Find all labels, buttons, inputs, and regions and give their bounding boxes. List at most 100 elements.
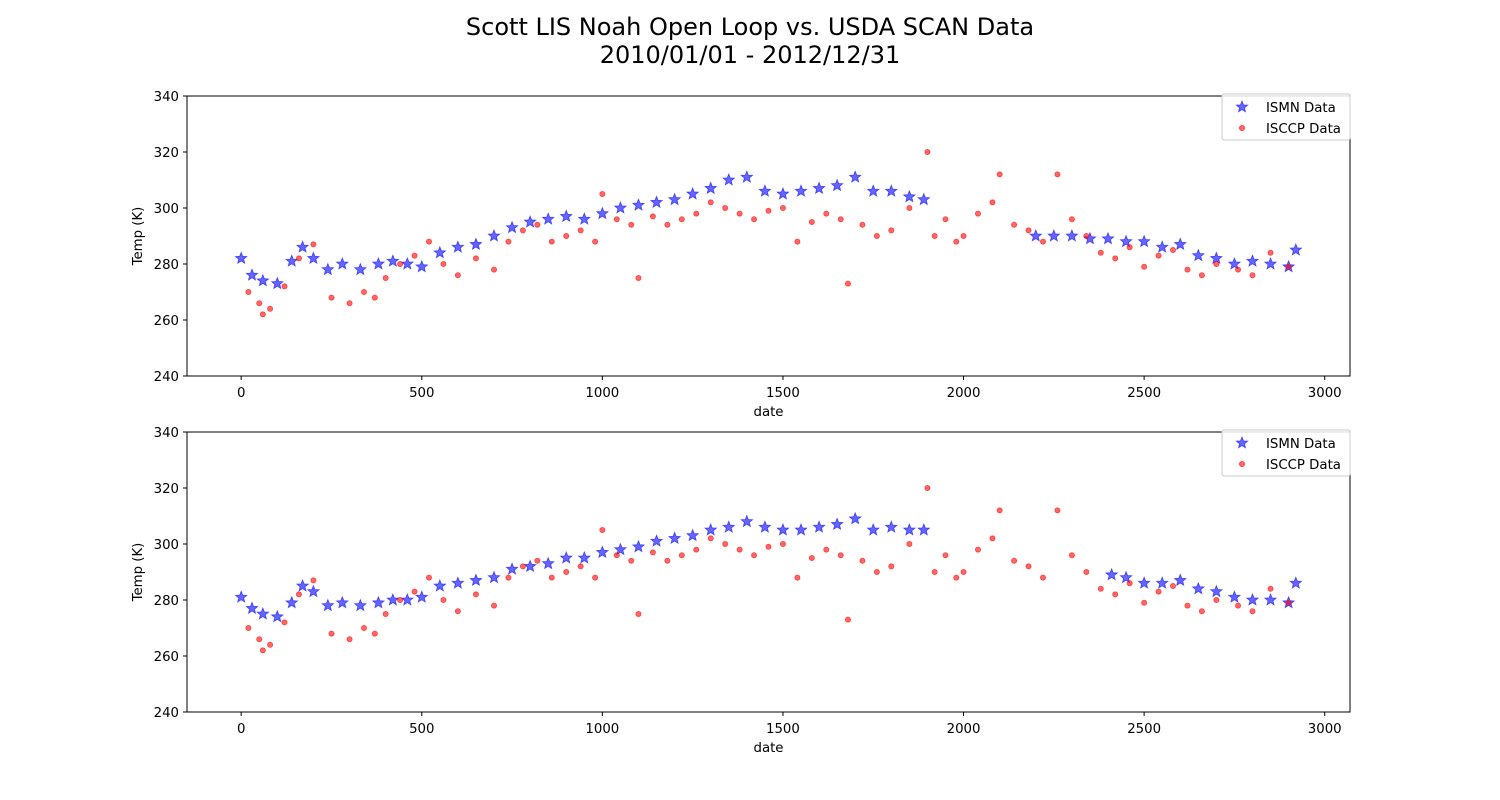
isccp-data-point (382, 274, 389, 281)
y-tick-label: 240 (154, 706, 179, 721)
ismn-data-point (469, 573, 483, 587)
ismn-data-point (335, 256, 350, 270)
isccp-data-point (548, 238, 555, 245)
isccp-data-point (1249, 608, 1256, 615)
isccp-data-point (794, 238, 801, 245)
isccp-data-point (1213, 260, 1220, 267)
y-tick-label: 320 (154, 482, 179, 497)
isccp-data-point (924, 148, 931, 155)
isccp-data-point (1170, 246, 1177, 253)
isccp-data-point (751, 552, 758, 559)
isccp-data-point (765, 543, 772, 550)
isccp-data-point (245, 625, 252, 632)
ismn-data-point (848, 511, 862, 525)
isccp-data-point (1267, 585, 1274, 592)
ismn-data-point (371, 595, 386, 609)
ismn-data-point (917, 522, 931, 536)
ismn-data-point (1119, 570, 1133, 584)
isccp-data-point (1141, 263, 1148, 270)
ismn-data-point (667, 531, 682, 545)
isccp-data-point (635, 274, 642, 281)
isccp-data-point (310, 577, 317, 584)
isccp-data-point (942, 552, 949, 559)
isccp-data-point (1025, 563, 1032, 570)
isccp-data-point (974, 546, 981, 553)
isccp-data-point (736, 546, 743, 553)
x-tick-label: 2500 (1127, 722, 1161, 737)
ismn-data-point (353, 598, 368, 612)
ismn-data-point (1263, 592, 1278, 606)
isccp-data-point (1025, 227, 1032, 234)
ismn-data-point (321, 262, 335, 276)
isccp-data-point (472, 591, 479, 598)
ismn-data-point (400, 256, 415, 270)
ismn-data-point (1209, 251, 1224, 265)
isccp-data-point (996, 171, 1003, 178)
ismn-data-point (1289, 576, 1303, 589)
isccp-data-point (859, 221, 866, 228)
x-tick-label: 1500 (766, 386, 800, 401)
ismn-data-point (487, 570, 501, 584)
ismn-data-point (284, 254, 299, 267)
ismn-data-point (559, 550, 573, 564)
x-tick-label: 0 (237, 386, 245, 401)
isccp-data-point (649, 213, 656, 220)
ismn-data-point (1101, 231, 1115, 245)
x-tick-label: 3000 (1308, 386, 1342, 401)
isccp-data-point (707, 535, 714, 542)
isccp-data-point (1083, 569, 1090, 576)
ismn-data-point (1245, 592, 1260, 606)
isccp-data-point (310, 241, 317, 248)
data-layer (234, 148, 1303, 318)
isccp-data-point (411, 588, 418, 595)
isccp-data-point (534, 221, 541, 228)
ismn-data-point (631, 198, 646, 211)
ismn-data-point (541, 212, 555, 225)
y-tick-label: 280 (154, 258, 179, 273)
ismn-data-point (541, 556, 555, 570)
isccp-data-point (346, 636, 353, 643)
ismn-data-point (1209, 584, 1224, 598)
isccp-data-point (1198, 272, 1205, 279)
isccp-data-point (397, 597, 404, 604)
ismn-data-point (523, 559, 537, 573)
ismn-data-point (245, 601, 259, 615)
isccp-data-point (859, 557, 866, 564)
legend-ismn-label: ISMN Data (1266, 101, 1336, 116)
isccp-data-point (613, 552, 620, 559)
isccp-data-point (779, 541, 786, 548)
ismn-data-point (884, 520, 899, 533)
isccp-data-point (1285, 599, 1292, 606)
y-tick-label: 300 (154, 202, 179, 217)
legend-isccp-label: ISCCP Data (1266, 458, 1341, 473)
legend-isccp-label: ISCCP Data (1266, 122, 1341, 137)
isccp-data-point (722, 204, 729, 211)
isccp-data-point (397, 260, 404, 267)
isccp-data-point (599, 527, 606, 534)
isccp-data-point (1112, 591, 1119, 598)
isccp-data-point (808, 555, 815, 562)
y-tick-label: 340 (154, 90, 179, 105)
legend-isccp-marker (1239, 125, 1246, 132)
isccp-data-point (960, 569, 967, 576)
ismn-data-point (1173, 237, 1187, 251)
isccp-data-point (599, 190, 606, 197)
x-tick-label: 1000 (585, 722, 619, 737)
ismn-data-point (505, 562, 519, 575)
ismn-data-point (451, 576, 465, 589)
isccp-data-point (256, 300, 263, 307)
ismn-data-point (353, 262, 368, 276)
isccp-data-point (678, 552, 685, 559)
isccp-data-point (888, 227, 895, 234)
isccp-data-point (1235, 266, 1242, 273)
isccp-data-point (346, 300, 353, 307)
isccp-data-point (1126, 580, 1133, 587)
isccp-data-point (1083, 232, 1090, 239)
ismn-data-point (256, 606, 270, 620)
ismn-data-point (776, 186, 790, 200)
ismn-data-point (776, 522, 790, 536)
isccp-data-point (613, 216, 620, 223)
x-tick-label: 2500 (1127, 386, 1161, 401)
x-tick-label: 2000 (947, 722, 981, 737)
